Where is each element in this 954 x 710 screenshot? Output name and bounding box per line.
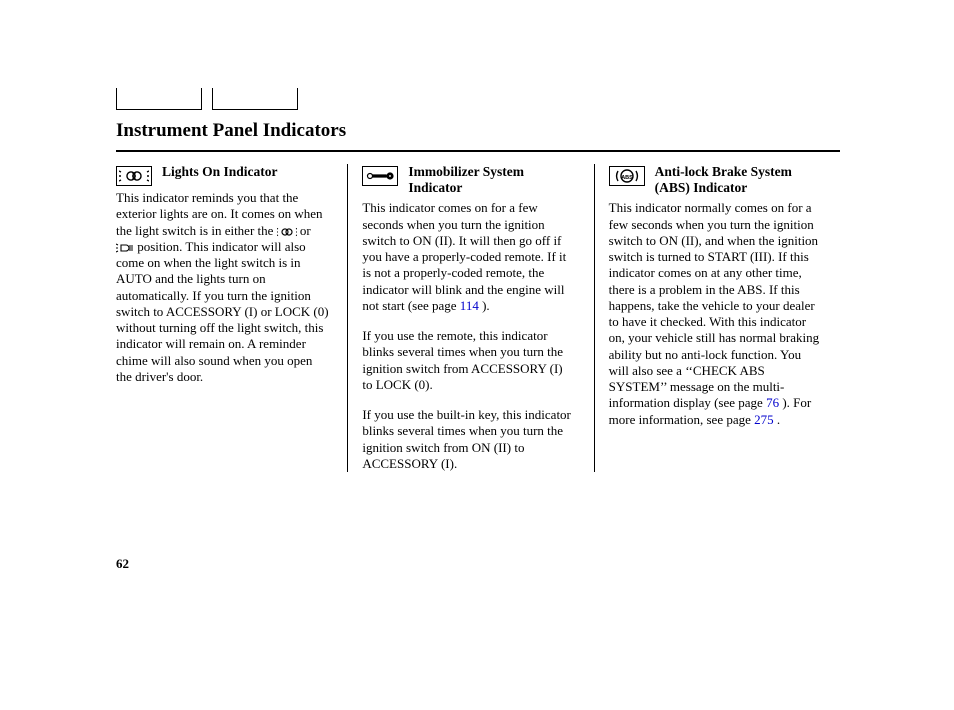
col1-heading-row: Lights On Indicator xyxy=(116,164,329,186)
column-2: Immobilizer System Indicator This indica… xyxy=(347,164,593,472)
col3-p1-c: . xyxy=(774,412,781,427)
header-boxes xyxy=(116,88,298,110)
column-3: ABS Anti-lock Brake System (ABS) Indicat… xyxy=(594,164,840,472)
col1-heading: Lights On Indicator xyxy=(162,164,278,180)
abs-icon: ABS xyxy=(609,166,645,186)
col1-p1-b: or xyxy=(300,223,311,238)
col3-heading-row: ABS Anti-lock Brake System (ABS) Indicat… xyxy=(609,164,822,196)
svg-text:ABS: ABS xyxy=(621,175,633,181)
col2-heading: Immobilizer System Indicator xyxy=(408,164,575,196)
col2-link-114[interactable]: 114 xyxy=(460,298,479,313)
col1-p1-c: position. This indicator will also come … xyxy=(116,239,329,384)
col3-paragraph-1: This indicator normally comes on for a f… xyxy=(609,200,822,428)
page-title: Instrument Panel Indicators xyxy=(116,120,840,142)
header-box-2 xyxy=(212,88,298,110)
page-number: 62 xyxy=(116,556,129,572)
immobilizer-icon xyxy=(362,166,398,186)
col3-heading: Anti-lock Brake System (ABS) Indicator xyxy=(655,164,822,196)
lights-on-inline-icon xyxy=(277,227,297,237)
col3-link-76[interactable]: 76 xyxy=(766,395,779,410)
headlight-inline-icon xyxy=(116,243,134,253)
col2-p1-b: ). xyxy=(479,298,490,313)
col2-heading-row: Immobilizer System Indicator xyxy=(362,164,575,196)
column-1: Lights On Indicator This indicator remin… xyxy=(116,164,347,472)
page: Instrument Panel Indicators xyxy=(0,0,954,710)
columns: Lights On Indicator This indicator remin… xyxy=(116,164,840,472)
col3-p1-a: This indicator normally comes on for a f… xyxy=(609,200,819,410)
col1-paragraph-1: This indicator reminds you that the exte… xyxy=(116,190,329,385)
col2-paragraph-3: If you use the built-in key, this indica… xyxy=(362,407,575,472)
col2-p1-a: This indicator comes on for a few second… xyxy=(362,200,566,313)
col2-paragraph-2: If you use the remote, this indicator bl… xyxy=(362,328,575,393)
header-box-1 xyxy=(116,88,202,110)
lights-on-icon xyxy=(116,166,152,186)
col2-paragraph-1: This indicator comes on for a few second… xyxy=(362,200,575,314)
col3-link-275[interactable]: 275 xyxy=(754,412,774,427)
title-bar: Instrument Panel Indicators xyxy=(116,120,840,152)
